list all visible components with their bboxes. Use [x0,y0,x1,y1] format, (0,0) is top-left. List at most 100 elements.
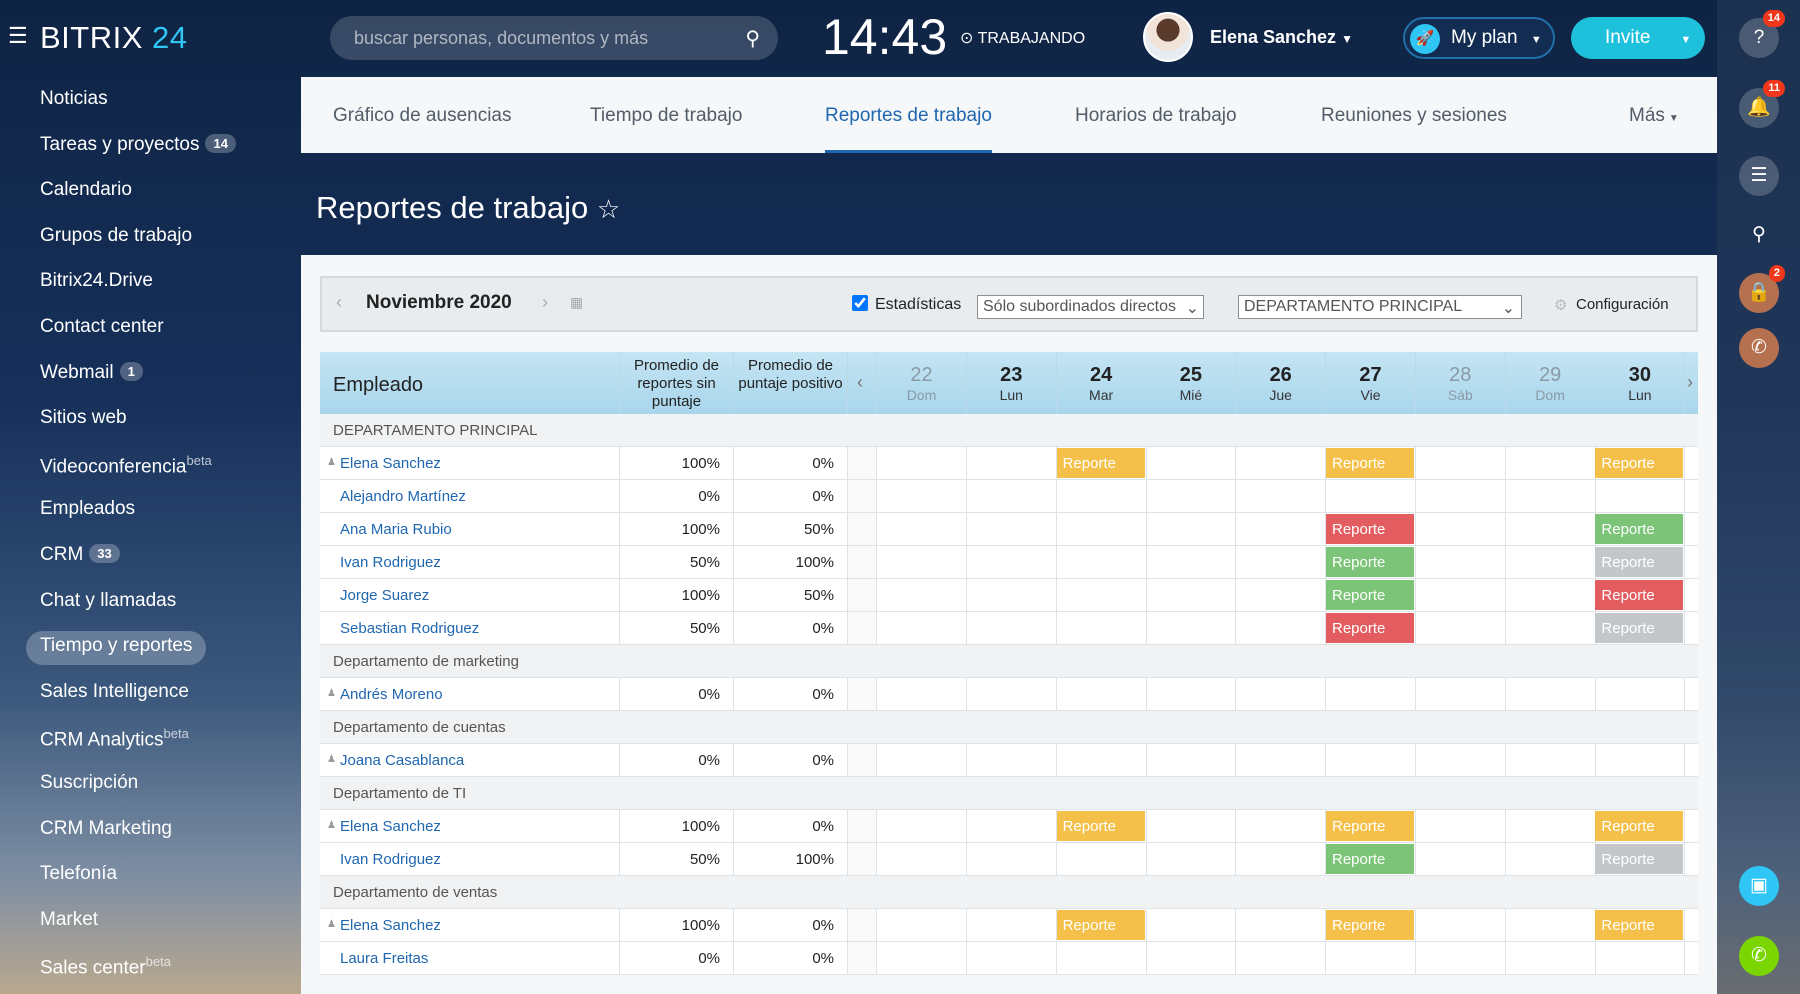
employee-link[interactable]: Jorge Suarez [340,587,430,604]
help-icon[interactable]: ? 14 [1739,10,1785,58]
day-cell[interactable] [1326,744,1416,776]
calendar-icon[interactable]: ▦ [570,294,584,310]
day-cell[interactable] [1057,546,1147,578]
report-badge-positive[interactable]: Reporte [1595,514,1684,544]
employee-link[interactable]: Elena Sanchez [340,455,441,472]
report-badge-pending[interactable]: Reporte [1326,448,1414,478]
tab-item[interactable]: Más ▼ [1629,105,1679,127]
employee-link[interactable]: Joana Casablanca [340,752,465,769]
day-cell[interactable] [1236,447,1327,479]
document-icon[interactable]: ▣ [1739,866,1779,906]
sidebar-item[interactable]: Chat y llamadas [26,586,190,620]
sidebar-item[interactable]: Tareas y proyectos 14 [26,130,250,164]
clock[interactable]: 14:43 [822,9,948,65]
day-cell[interactable] [877,909,967,941]
day-cell[interactable] [967,579,1057,611]
day-cell[interactable]: Reporte [1326,810,1416,842]
chevron-down-icon[interactable]: ▼ [1680,34,1692,46]
sidebar-item[interactable]: Webmail 1 [26,358,157,392]
day-cell[interactable] [1416,744,1506,776]
day-cell[interactable] [1236,678,1327,710]
day-cell[interactable] [1236,942,1327,974]
sidebar-item[interactable]: Contact center [26,312,178,346]
day-cell[interactable] [967,942,1057,974]
sidebar-item[interactable]: Noticias [26,84,122,118]
report-badge-positive[interactable]: Reporte [1326,547,1414,577]
day-cell[interactable]: Reporte [1595,447,1686,479]
chat-icon[interactable]: ☰ [1739,156,1779,196]
day-cell[interactable] [877,678,967,710]
day-cell[interactable] [1236,612,1327,644]
day-cell[interactable] [877,447,967,479]
day-cell[interactable] [1146,480,1237,512]
day-cell[interactable] [1506,744,1596,776]
report-badge-pending[interactable]: Reporte [1326,811,1414,841]
day-cell[interactable] [967,612,1057,644]
day-cell[interactable] [1146,909,1237,941]
next-days-arrow[interactable]: › [1685,352,1698,414]
day-cell[interactable] [1146,447,1237,479]
employee-link[interactable]: Ana Maria Rubio [340,521,452,538]
day-cell[interactable] [1236,810,1327,842]
user-menu[interactable]: Elena Sanchez ▼ [1210,27,1353,48]
day-cell[interactable]: Reporte [1595,546,1686,578]
search-icon[interactable]: ⚲ [1752,224,1766,245]
day-cell[interactable] [967,678,1057,710]
day-cell[interactable] [877,843,967,875]
tab-item[interactable]: Reportes de trabajo [825,105,992,153]
logo[interactable]: BITRIX 24 [40,20,188,56]
search-icon[interactable]: ⚲ [745,28,760,50]
report-badge-pending[interactable]: Reporte [1056,910,1145,940]
report-badge-pending[interactable]: Reporte [1056,448,1145,478]
sidebar-item[interactable]: CRM Analyticsbeta [26,722,203,756]
star-icon[interactable]: ☆ [596,194,621,224]
day-cell[interactable] [1416,942,1506,974]
employee-link[interactable]: Alejandro Martínez [340,488,466,505]
scope-select[interactable]: Sólo subordinados directos ⌄ [977,295,1204,319]
day-cell[interactable]: Reporte [1056,909,1147,941]
sidebar-item[interactable]: Empleados [26,494,149,528]
report-badge-pending[interactable]: Reporte [1595,910,1684,940]
employee-link[interactable]: Elena Sanchez [340,818,441,835]
day-cell[interactable] [1057,942,1147,974]
report-badge-pending[interactable]: Reporte [1326,910,1414,940]
day-cell[interactable] [1416,843,1506,875]
report-badge-negative[interactable]: Reporte [1326,514,1414,544]
day-cell[interactable]: Reporte [1326,612,1416,644]
day-cell[interactable] [1057,513,1147,545]
sidebar-item[interactable]: Tiempo y reportes [26,631,207,666]
day-cell[interactable] [1506,513,1596,545]
day-cell[interactable]: Reporte [1595,612,1686,644]
day-cell[interactable] [1416,678,1506,710]
day-cell[interactable] [1236,744,1327,776]
day-cell[interactable] [967,513,1057,545]
sidebar-item[interactable]: Sitios web [26,403,141,437]
tab-item[interactable]: Gráfico de ausencias [333,105,512,127]
employee-link[interactable]: Ivan Rodriguez [340,554,441,571]
menu-icon[interactable]: ☰ [8,23,28,48]
day-cell[interactable] [1326,942,1416,974]
my-plan-button[interactable]: 🚀 My plan ▼ [1403,17,1555,59]
sidebar-item[interactable]: Suscripción [26,768,152,802]
day-cell[interactable]: Reporte [1595,909,1686,941]
prev-days-arrow[interactable]: ‹ [848,352,877,414]
day-cell[interactable]: Reporte [1326,513,1416,545]
invite-button[interactable]: Invite ▼ [1571,17,1705,59]
day-cell[interactable] [1146,546,1237,578]
department-select[interactable]: DEPARTAMENTO PRINCIPAL ⌄ [1238,295,1522,319]
employee-link[interactable]: Sebastian Rodriguez [340,620,480,637]
day-cell[interactable] [1057,744,1147,776]
day-cell[interactable] [1506,480,1596,512]
day-cell[interactable] [1146,513,1237,545]
day-cell[interactable] [1146,612,1237,644]
day-cell[interactable] [1416,909,1506,941]
next-month-icon[interactable]: › [542,292,548,312]
day-cell[interactable]: Reporte [1595,843,1686,875]
day-cell[interactable] [1146,843,1237,875]
day-cell[interactable]: Reporte [1056,447,1147,479]
bell-icon[interactable]: 🔔 11 [1739,80,1785,128]
phone-icon[interactable]: ✆ [1739,328,1779,368]
day-cell[interactable] [1416,546,1506,578]
day-cell[interactable]: Reporte [1326,447,1416,479]
day-cell[interactable] [1057,480,1147,512]
